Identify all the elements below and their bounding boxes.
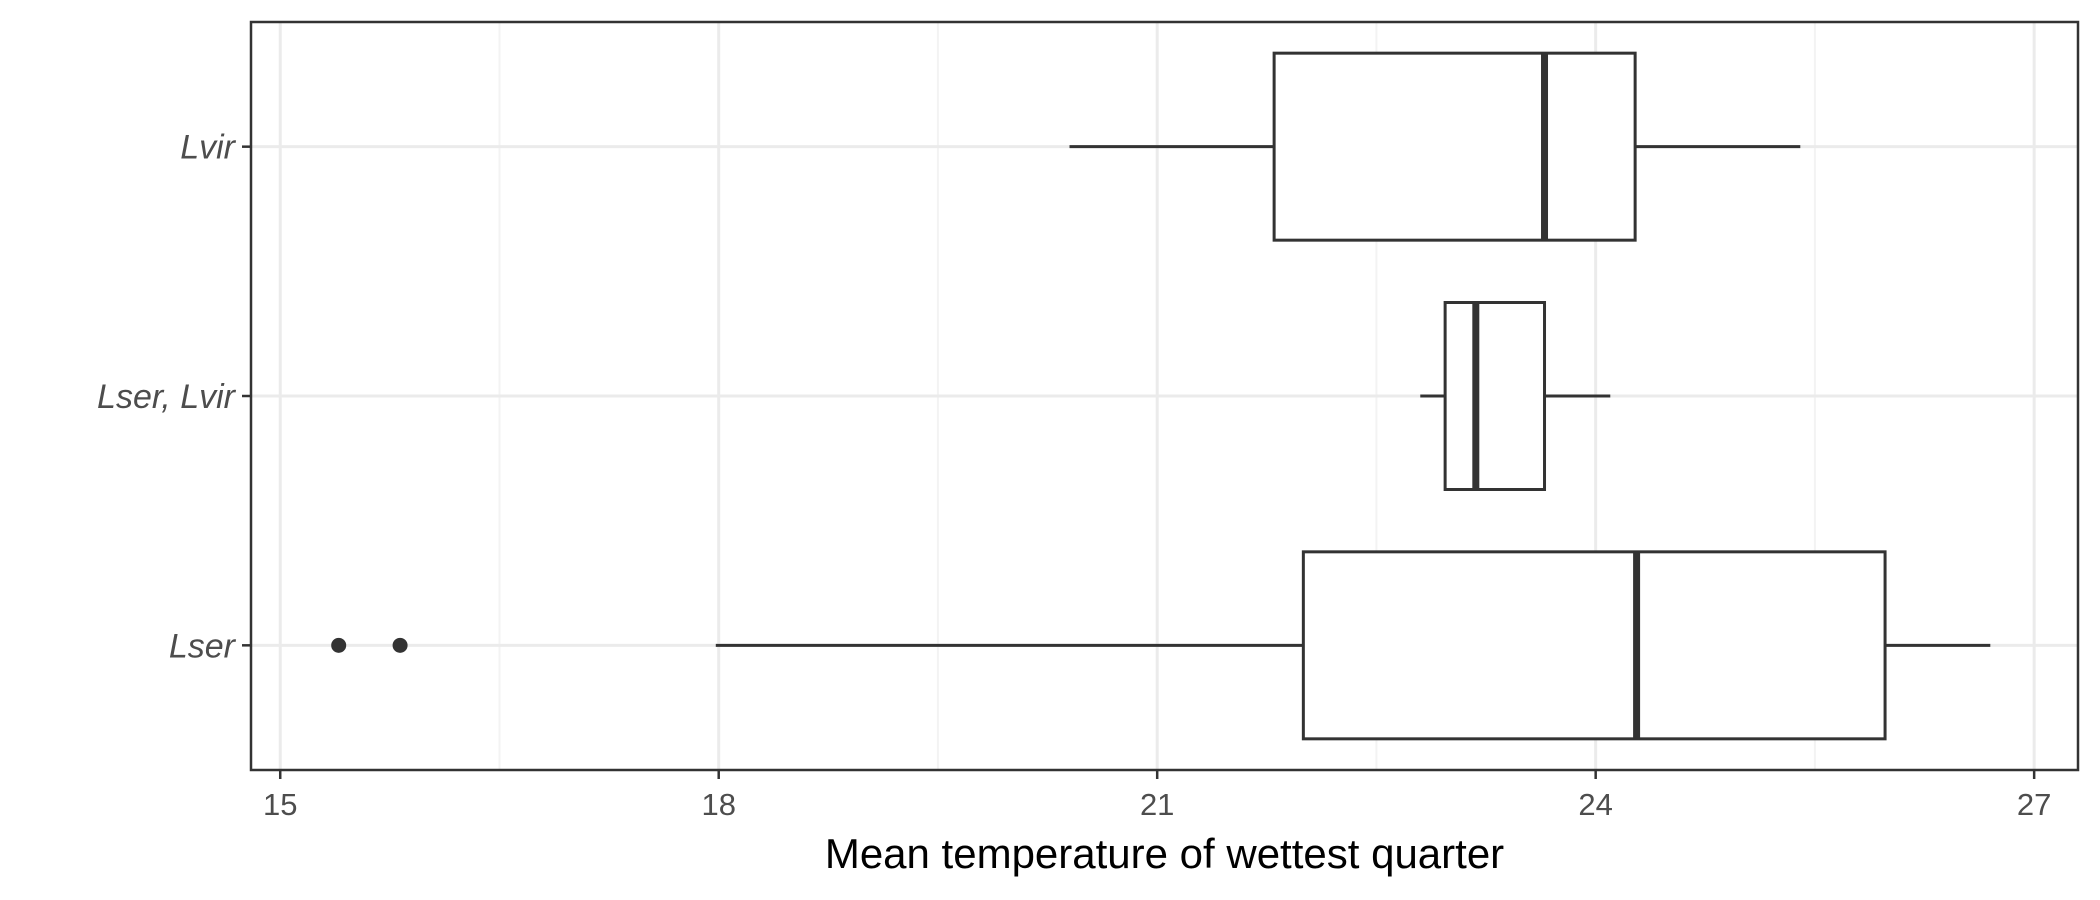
x-tick-label: 27 (2017, 787, 2051, 822)
x-tick-label: 24 (1578, 787, 1612, 822)
y-category-label: Lvir (180, 129, 236, 167)
axis-labels: 15 18 21 24 27 Lvir Lser, Lvir Lser (97, 129, 2051, 822)
box-lvir (1069, 51, 1801, 242)
box-series (331, 51, 1991, 741)
y-category-label: Lser (169, 627, 237, 665)
outlier-point (392, 637, 408, 653)
y-category-label: Lser, Lvir (97, 378, 237, 416)
x-axis-title: Mean temperature of wettest quarter (825, 830, 1504, 877)
x-tick-label: 18 (701, 787, 735, 822)
axis-ticks (242, 145, 2036, 779)
box-lser (331, 550, 1991, 741)
x-tick-label: 21 (1140, 787, 1174, 822)
x-tick-label: 15 (263, 787, 297, 822)
box-lser-lvir (1420, 301, 1611, 491)
box-iqr (1443, 301, 1547, 491)
box-iqr (1272, 51, 1637, 242)
box-iqr (1301, 550, 1887, 741)
outlier-point (331, 637, 347, 653)
